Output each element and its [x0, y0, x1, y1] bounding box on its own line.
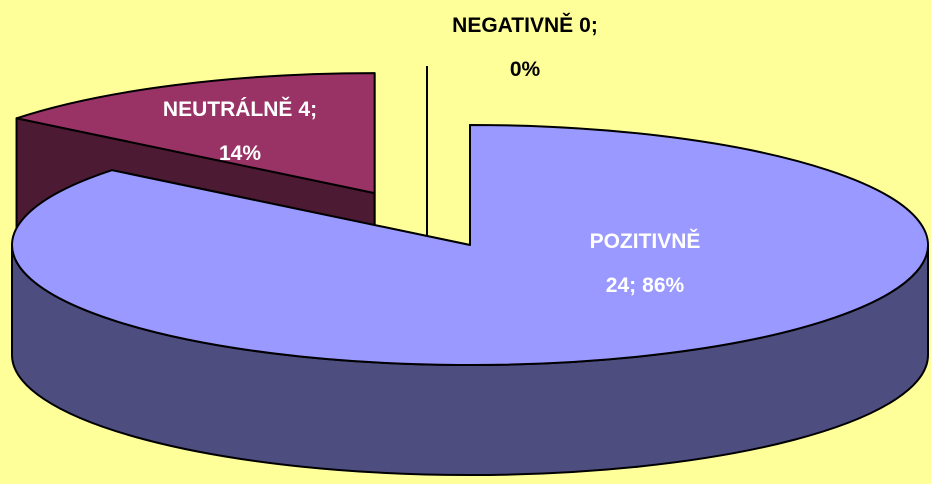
slice — [11, 124, 929, 366]
label-part: 14% — [219, 142, 261, 165]
label-part: 0; — [579, 14, 598, 37]
data-label: NEGATIVNĚ 0; 0% — [452, 13, 598, 81]
label-part: POZITIVNĚ — [590, 229, 701, 253]
label-part: NEGATIVNĚ — [452, 13, 573, 37]
data-label: NEUTRÁLNĚ 4; 14% — [163, 97, 317, 165]
label-part: 0% — [510, 58, 541, 81]
pie — [11, 72, 929, 476]
data-label: POZITIVNĚ 24; 86% — [590, 229, 701, 297]
label-part: 4; — [298, 98, 317, 121]
label-part: 86% — [642, 274, 684, 297]
data-labels: POZITIVNĚ 24; 86% NEUTRÁLNĚ 4; 14% NEGATIVNĚ 0;… — [163, 13, 701, 297]
label-part: 24; — [606, 274, 636, 297]
slice — [15, 72, 376, 195]
label-part: NEUTRÁLNĚ — [163, 97, 293, 121]
